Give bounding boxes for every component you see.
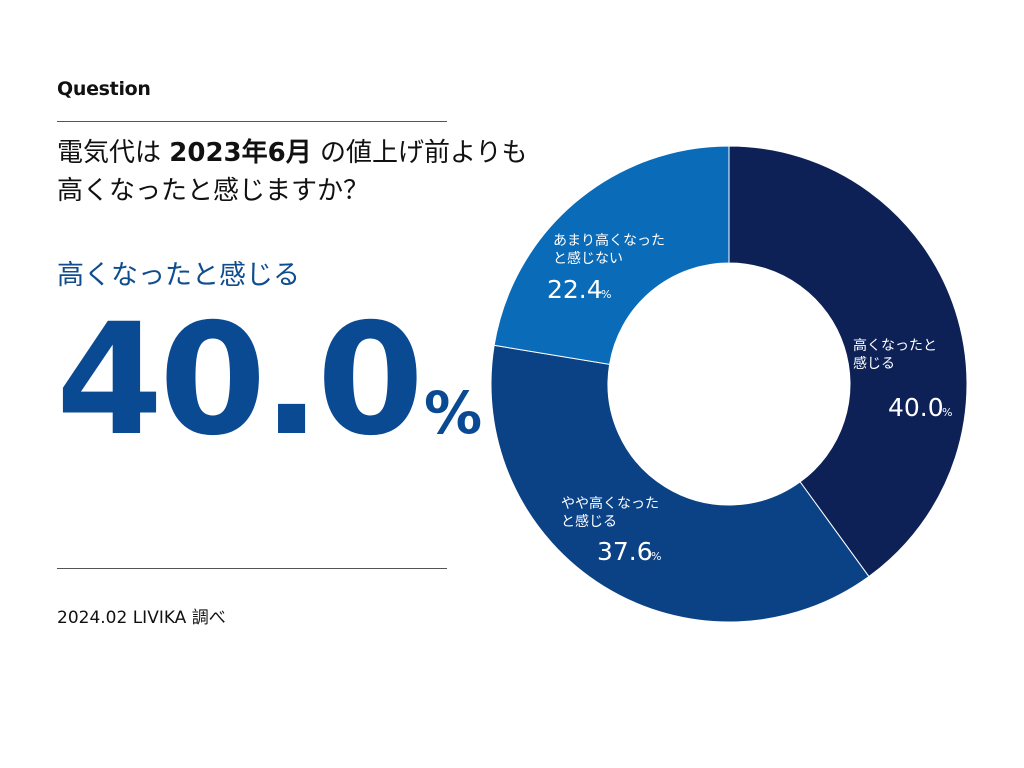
highlight-unit: % [423,379,483,447]
question-line-1-prefix: 電気代は [57,138,170,168]
source-note: 2024.02 LIVIKA 調べ [57,608,226,628]
question-date: 2023年6月 [169,138,312,168]
slice-value-1: 40.0 [888,393,944,422]
slice-label-2-line-1: やや高くなった [561,495,659,512]
question-label: Question [57,78,151,100]
highlight-number: 40.0 [56,291,424,470]
slice-label-2-line-2: と感じる [561,513,617,530]
slice-unit-1: % [942,406,952,419]
top-divider [57,121,447,122]
slice-value-3: 22.4 [547,275,603,304]
highlight-value: 40.0% [56,296,482,466]
question-line-1: 電気代は 2023年6月 の値上げ前よりも [57,134,657,172]
slice-label-1-line-1: 高くなったと [853,337,937,354]
question-line-1-suffix: の値上げ前よりも [311,138,528,168]
donut-slice-2 [490,344,870,623]
donut-slice-3 [493,145,730,365]
question-text: 電気代は 2023年6月 の値上げ前よりも 高くなったと感じますか？ [57,134,657,210]
donut-slices [490,145,968,623]
donut-slice-1 [728,145,968,578]
slice-label-1-line-2: 感じる [853,355,895,372]
bottom-divider [57,568,447,569]
question-line-2: 高くなったと感じますか？ [57,176,370,206]
slice-unit-3: % [601,288,611,301]
slice-label-3-line-1: あまり高くなった [553,232,665,249]
highlight-label: 高くなったと感じる [57,260,300,291]
slice-unit-2: % [651,550,661,563]
slice-label-3-line-2: と感じない [553,250,623,267]
slice-value-2: 37.6 [597,537,653,566]
